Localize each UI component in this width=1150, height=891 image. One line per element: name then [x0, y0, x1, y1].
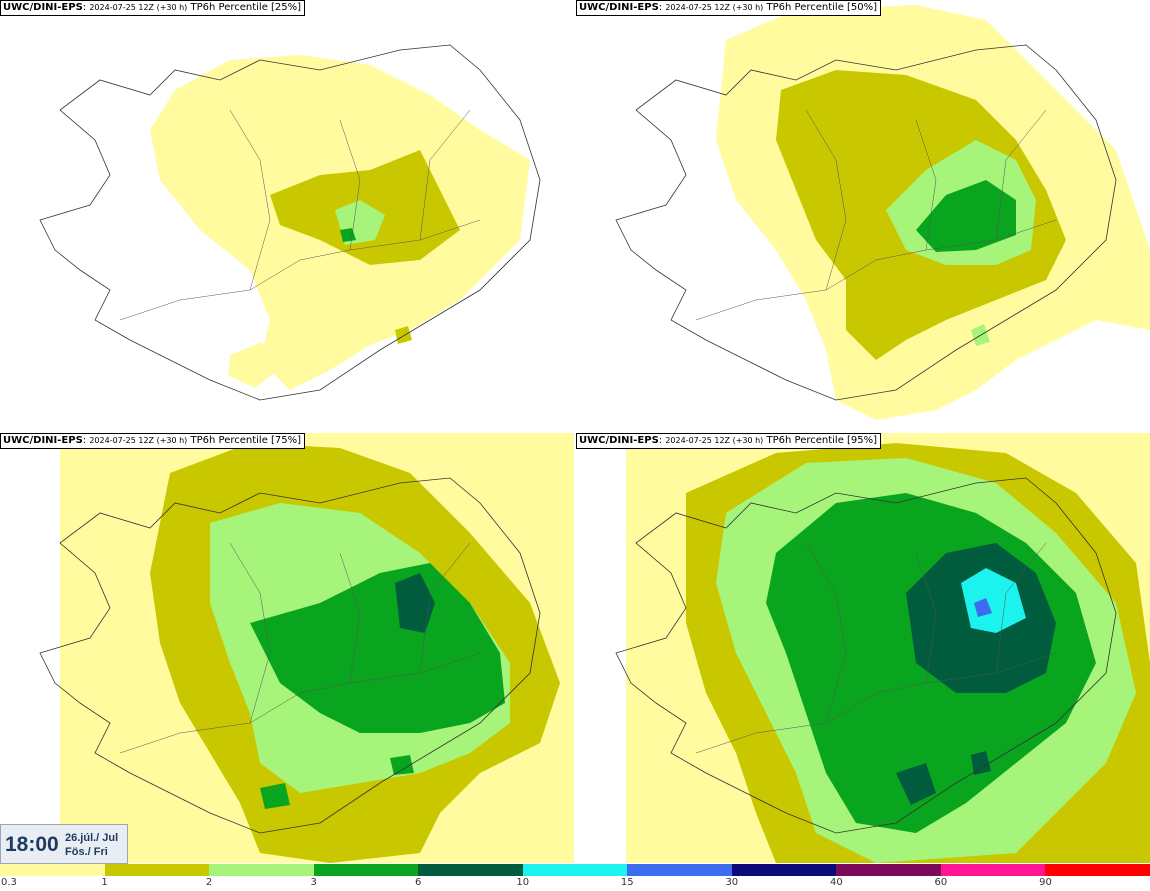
run-time: 2024-07-25 12Z (+30 h)	[665, 436, 764, 445]
valid-date-line2: Fös./ Fri	[65, 846, 108, 858]
model-name: UWC/DINI-EPS	[579, 2, 659, 13]
road-network	[695, 542, 1057, 754]
map-panel-p95: UWC/DINI-EPS: 2024-07-25 12Z (+30 h) TP6…	[576, 433, 1150, 863]
map-panel-p50: UWC/DINI-EPS: 2024-07-25 12Z (+30 h) TP6…	[576, 0, 1150, 430]
legend-tick-label: 90	[1039, 877, 1052, 888]
legend-tick-label: 2	[205, 877, 213, 888]
product-name: TP6h Percentile [95%]	[766, 435, 878, 446]
legend-tick-label: 3	[310, 877, 317, 888]
model-name: UWC/DINI-EPS	[579, 435, 659, 446]
iceland-outline	[615, 477, 1117, 834]
legend-tick-label: 15	[620, 877, 634, 888]
road-network	[695, 109, 1057, 321]
legend-tick-label: 30	[725, 877, 739, 888]
panel-title: UWC/DINI-EPS: 2024-07-25 12Z (+30 h) TP6…	[0, 433, 306, 449]
legend-tick-label: 0.3	[1, 877, 17, 888]
legend-tick-label: 60	[934, 877, 948, 888]
precip-zone-light-sw	[228, 342, 280, 388]
iceland-outline	[39, 477, 541, 834]
precip-zone-cyan	[961, 568, 1026, 633]
color-legend: 0.3 1 2 3 6 10 15 30 40 60 90	[0, 864, 1150, 891]
model-name: UWC/DINI-EPS	[3, 435, 83, 446]
legend-swatch	[104, 864, 210, 876]
road-network	[119, 542, 481, 754]
panel-title: UWC/DINI-EPS: 2024-07-25 12Z (+30 h) TP6…	[0, 0, 306, 16]
model-name: UWC/DINI-EPS	[3, 2, 83, 13]
legend-swatch	[313, 864, 419, 876]
legend-swatch	[731, 864, 837, 876]
panel-title: UWC/DINI-EPS: 2024-07-25 12Z (+30 h) TP6…	[576, 433, 882, 449]
legend-swatch	[418, 864, 523, 876]
precip-zone-darkgreen-south	[896, 751, 991, 805]
map-panel-p75: UWC/DINI-EPS: 2024-07-25 12Z (+30 h) TP6…	[0, 433, 574, 863]
legend-tick-label: 40	[829, 877, 843, 888]
panel-title: UWC/DINI-EPS: 2024-07-25 12Z (+30 h) TP6…	[576, 0, 882, 16]
legend-swatch	[836, 864, 941, 876]
precip-map-p25	[39, 44, 541, 401]
legend-swatch	[627, 864, 732, 876]
run-time: 2024-07-25 12Z (+30 h)	[89, 436, 188, 445]
legend-tick-label: 10	[516, 877, 530, 888]
precip-zone-darkgreen	[395, 573, 435, 633]
valid-time: 18:00	[5, 833, 59, 856]
product-name: TP6h Percentile [75%]	[190, 435, 302, 446]
iceland-outline	[39, 44, 541, 401]
precip-zone-olive-se	[395, 326, 412, 344]
road-network	[119, 109, 481, 321]
run-time: 2024-07-25 12Z (+30 h)	[665, 3, 764, 12]
legend-swatch	[0, 864, 105, 876]
product-name: TP6h Percentile [50%]	[766, 2, 878, 13]
map-panel-p25: UWC/DINI-EPS: 2024-07-25 12Z (+30 h) TP6…	[0, 0, 574, 430]
product-name: TP6h Percentile [25%]	[190, 2, 302, 13]
legend-tick-label: 6	[414, 877, 422, 888]
legend-swatch	[940, 864, 1046, 876]
precip-map-p50	[615, 5, 1150, 420]
run-time: 2024-07-25 12Z (+30 h)	[89, 3, 188, 12]
precip-zone-green	[916, 180, 1016, 252]
precip-zone-green-south	[260, 755, 414, 809]
valid-time-box: 18:00 26.júl./ Jul Fös./ Fri	[0, 824, 128, 864]
legend-swatches	[0, 864, 1150, 876]
precip-map-p75	[39, 433, 574, 863]
legend-tick-label: 1	[101, 877, 108, 888]
precip-zone-green	[340, 228, 356, 242]
precip-map-p95	[615, 433, 1150, 863]
precip-zone-blue	[974, 598, 992, 617]
iceland-outline	[615, 44, 1117, 401]
legend-swatch	[209, 864, 314, 876]
valid-date-line1: 26.júl./ Jul	[65, 832, 119, 844]
legend-swatch	[1045, 864, 1150, 876]
legend-swatch	[522, 864, 628, 876]
